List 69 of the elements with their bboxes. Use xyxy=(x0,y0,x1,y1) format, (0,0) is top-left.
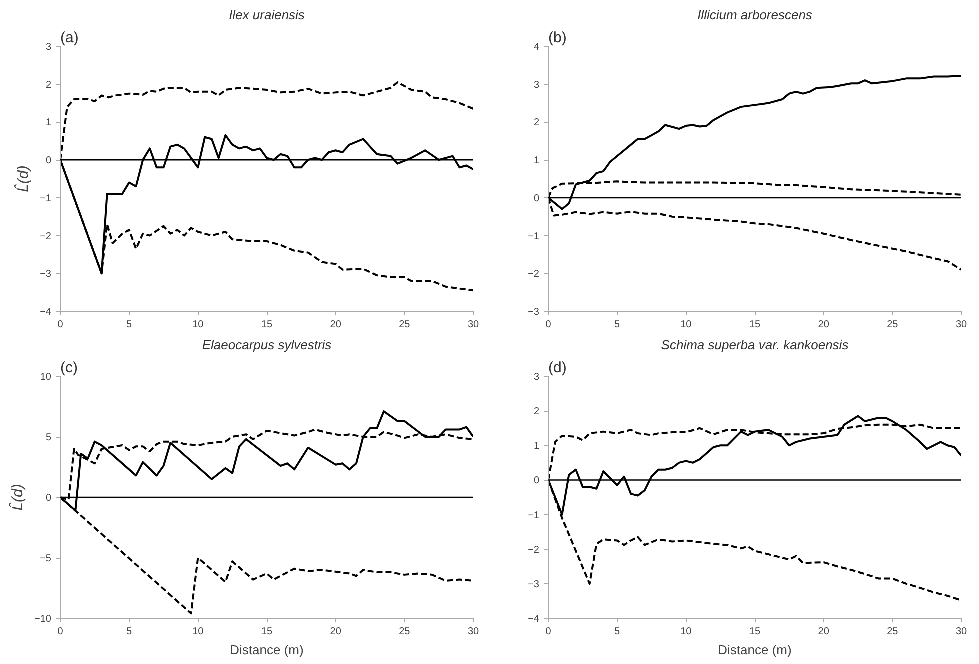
x-tick-label: 20 xyxy=(818,320,830,330)
x-tick-label: 5 xyxy=(126,320,133,330)
x-tick-label: 30 xyxy=(468,626,480,638)
y-axis-title: L̂(d) xyxy=(14,166,32,192)
x-tick-label: 10 xyxy=(192,626,204,638)
text: (a) xyxy=(60,30,79,46)
x-tick-label: 0 xyxy=(58,320,64,330)
chart-title: Schima superba var. kankoensis xyxy=(661,338,850,352)
y-tick-label: −1 xyxy=(40,193,52,204)
y-tick-label: −2 xyxy=(528,544,540,556)
y-tick-label: −1 xyxy=(528,510,540,522)
y-tick-label: 1 xyxy=(534,156,540,167)
x-tick-label: 15 xyxy=(749,626,761,638)
y-tick-label: 0 xyxy=(46,493,52,504)
chart-title: Illicium arborescens xyxy=(698,8,813,22)
y-tick-label: −2 xyxy=(40,231,52,242)
y-tick-label: −3 xyxy=(528,307,540,318)
x-tick-label: 25 xyxy=(399,626,411,638)
x-tick-label: 15 xyxy=(261,626,273,638)
x-tick-label: 15 xyxy=(749,320,761,330)
x-tick-label: 25 xyxy=(399,320,411,330)
y-tick-label: 0 xyxy=(534,193,540,204)
y-tick-label: −4 xyxy=(40,307,52,318)
x-axis-title: Distance (m) xyxy=(230,642,304,658)
y-tick-label: 2 xyxy=(534,118,540,129)
y-tick-label: −1 xyxy=(528,231,540,242)
x-tick-label: 5 xyxy=(614,320,621,330)
y-tick-label: 5 xyxy=(46,432,52,444)
x-tick-label: 30 xyxy=(956,626,968,638)
chart-title: Ilex uraiensis xyxy=(229,8,306,22)
y-tick-label: 1 xyxy=(46,118,52,129)
x-tick-label: 10 xyxy=(192,320,204,330)
x-tick-label: 25 xyxy=(887,626,899,638)
y-tick-label: 1 xyxy=(534,441,540,452)
y-tick-label: 0 xyxy=(46,156,52,167)
y-tick-label: 3 xyxy=(534,372,540,383)
x-tick-label: 15 xyxy=(261,320,273,330)
y-tick-label: 2 xyxy=(46,80,52,91)
chart-title: Elaeocarpus sylvestris xyxy=(202,338,332,352)
x-tick-label: 5 xyxy=(126,626,133,638)
y-tick-label: 0 xyxy=(534,476,540,487)
y-tick-label: 3 xyxy=(534,80,540,91)
y-tick-label: −4 xyxy=(528,614,540,625)
text: (d) xyxy=(548,360,567,376)
x-tick-label: 0 xyxy=(58,626,64,638)
y-tick-label: 4 xyxy=(534,42,540,53)
x-tick-label: 25 xyxy=(887,320,899,330)
y-tick-label: −10 xyxy=(34,614,52,625)
x-tick-label: 0 xyxy=(546,320,552,330)
y-tick-label: −3 xyxy=(40,269,52,280)
x-tick-label: 30 xyxy=(468,320,480,330)
y-tick-label: 2 xyxy=(534,406,540,418)
y-tick-label: −3 xyxy=(528,579,540,590)
y-tick-label: −5 xyxy=(40,554,52,564)
x-tick-label: 20 xyxy=(330,320,342,330)
y-axis-title: L̂(d) xyxy=(9,484,27,511)
x-tick-label: 30 xyxy=(956,320,968,330)
x-tick-label: 10 xyxy=(680,626,692,638)
x-tick-label: 0 xyxy=(546,626,552,638)
text: (c) xyxy=(60,360,78,376)
text: (b) xyxy=(548,30,567,46)
x-axis-title: Distance (m) xyxy=(718,642,792,658)
y-tick-label: 3 xyxy=(46,42,52,53)
y-tick-label: 10 xyxy=(40,372,52,383)
x-tick-label: 5 xyxy=(614,626,621,638)
x-tick-label: 10 xyxy=(680,320,692,330)
y-tick-label: −2 xyxy=(528,269,540,280)
x-tick-label: 20 xyxy=(330,626,342,638)
x-tick-label: 20 xyxy=(818,626,830,638)
